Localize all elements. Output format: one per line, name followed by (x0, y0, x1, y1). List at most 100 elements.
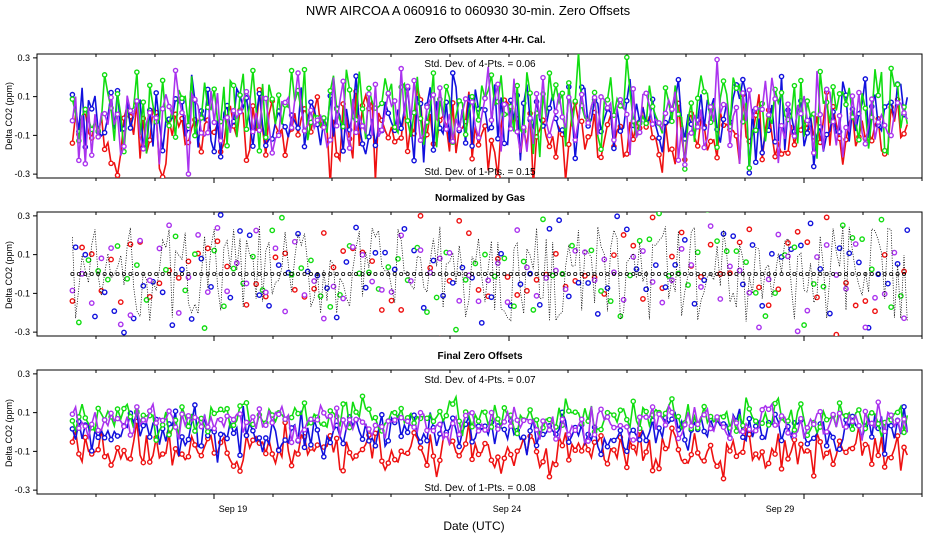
series-red-point (565, 141, 572, 148)
series-blue-point (159, 147, 166, 154)
series-purple-point (295, 437, 301, 444)
series-purple-point (263, 422, 269, 429)
series-purple-point (282, 308, 289, 315)
panel-frame (36, 369, 923, 495)
series-green-point (243, 126, 250, 133)
series-black-point (592, 271, 597, 276)
series-red-point (438, 335, 441, 336)
series-purple-point (391, 98, 398, 104)
series-black-point (360, 271, 365, 276)
series-black-point (553, 271, 558, 276)
series-green-point (630, 398, 637, 405)
series-blue-point (712, 195, 716, 199)
series-green-point (143, 297, 150, 303)
series-red-point (849, 445, 856, 452)
series-blue-point (275, 447, 282, 454)
series-green-point (269, 227, 276, 234)
series-red-point (620, 232, 627, 238)
series-green-point (565, 408, 572, 414)
series-green-point (778, 89, 785, 96)
series-green-point (166, 122, 172, 129)
series-red-point (649, 134, 656, 141)
series-purple-point (398, 232, 405, 239)
series-blue-point (121, 329, 127, 336)
series-purple-point (553, 436, 559, 442)
series-black-point (515, 271, 520, 276)
series-black-point (463, 271, 468, 276)
series-red-point (707, 138, 714, 145)
series-purple-point (540, 74, 546, 81)
series-purple-point (366, 91, 372, 97)
series-black-point (399, 271, 404, 276)
series-black-point (470, 271, 475, 276)
series-purple-point (211, 425, 218, 432)
series-red-point (117, 299, 124, 306)
series-red-point (427, 265, 434, 271)
series-green-point (527, 407, 533, 413)
series-purple-point (172, 67, 179, 74)
series-green-point (849, 235, 856, 241)
series-blue-point (826, 310, 833, 317)
series-purple-point (353, 129, 359, 136)
series-red-point (553, 250, 559, 257)
series-green-point (217, 406, 224, 413)
series-blue-point (266, 302, 272, 309)
series-green-point (856, 136, 862, 143)
series-black-point (186, 271, 191, 276)
series-purple-point (127, 107, 134, 114)
series-purple-point (778, 122, 785, 129)
series-purple-point (269, 150, 276, 156)
series-purple-point (288, 439, 295, 446)
series-green-point (598, 146, 604, 153)
series-blue-point (624, 448, 630, 455)
series-blue-point (101, 129, 108, 136)
series-red-point (243, 301, 250, 308)
series-purple-point (669, 409, 675, 416)
series-purple-point (346, 416, 353, 423)
panel-3-ylabel: Delta CO2 (ppm) (4, 399, 14, 467)
series-green-point (191, 251, 198, 258)
series-purple-point (417, 247, 424, 254)
series-green-point (201, 325, 208, 331)
series-black-point (747, 271, 752, 276)
series-red-point (643, 449, 649, 455)
series-purple-point (881, 428, 888, 435)
series-red-point (333, 152, 340, 158)
series-purple-point (662, 422, 669, 428)
series-green-point (230, 422, 237, 429)
series-green-point (124, 275, 131, 282)
series-red-point (843, 449, 849, 456)
series-purple-point (340, 295, 347, 302)
series-blue-point (417, 439, 424, 445)
series-purple-point (198, 423, 205, 430)
series-purple-point (95, 427, 101, 434)
series-purple-point (446, 250, 453, 256)
series-purple-point (275, 132, 282, 139)
series-black-point (521, 271, 526, 276)
series-purple-point (407, 278, 414, 284)
series-blue-point (340, 440, 346, 447)
series-purple-point (424, 104, 430, 110)
series-red-point (833, 331, 840, 336)
series-purple-point (533, 426, 540, 433)
series-purple-point (791, 432, 798, 439)
series-green-point (437, 408, 443, 415)
series-blue-point (495, 135, 501, 142)
series-green-point (598, 288, 604, 294)
series-red-point (630, 136, 637, 143)
series-purple-point (443, 126, 450, 132)
series-purple-point (359, 123, 366, 129)
series-black-point (779, 271, 784, 276)
series-red-point (295, 132, 301, 138)
series-blue-point (617, 427, 624, 434)
series-blue-point (636, 436, 643, 443)
series-purple-point (669, 277, 675, 284)
series-red-point (198, 148, 205, 155)
series-black-point (392, 271, 397, 276)
series-blue-point (362, 284, 369, 291)
series-green-point (443, 412, 450, 419)
series-purple-point (604, 105, 611, 111)
series-black-line (72, 225, 908, 322)
series-red-point (794, 228, 801, 235)
series-black-point (263, 271, 268, 276)
